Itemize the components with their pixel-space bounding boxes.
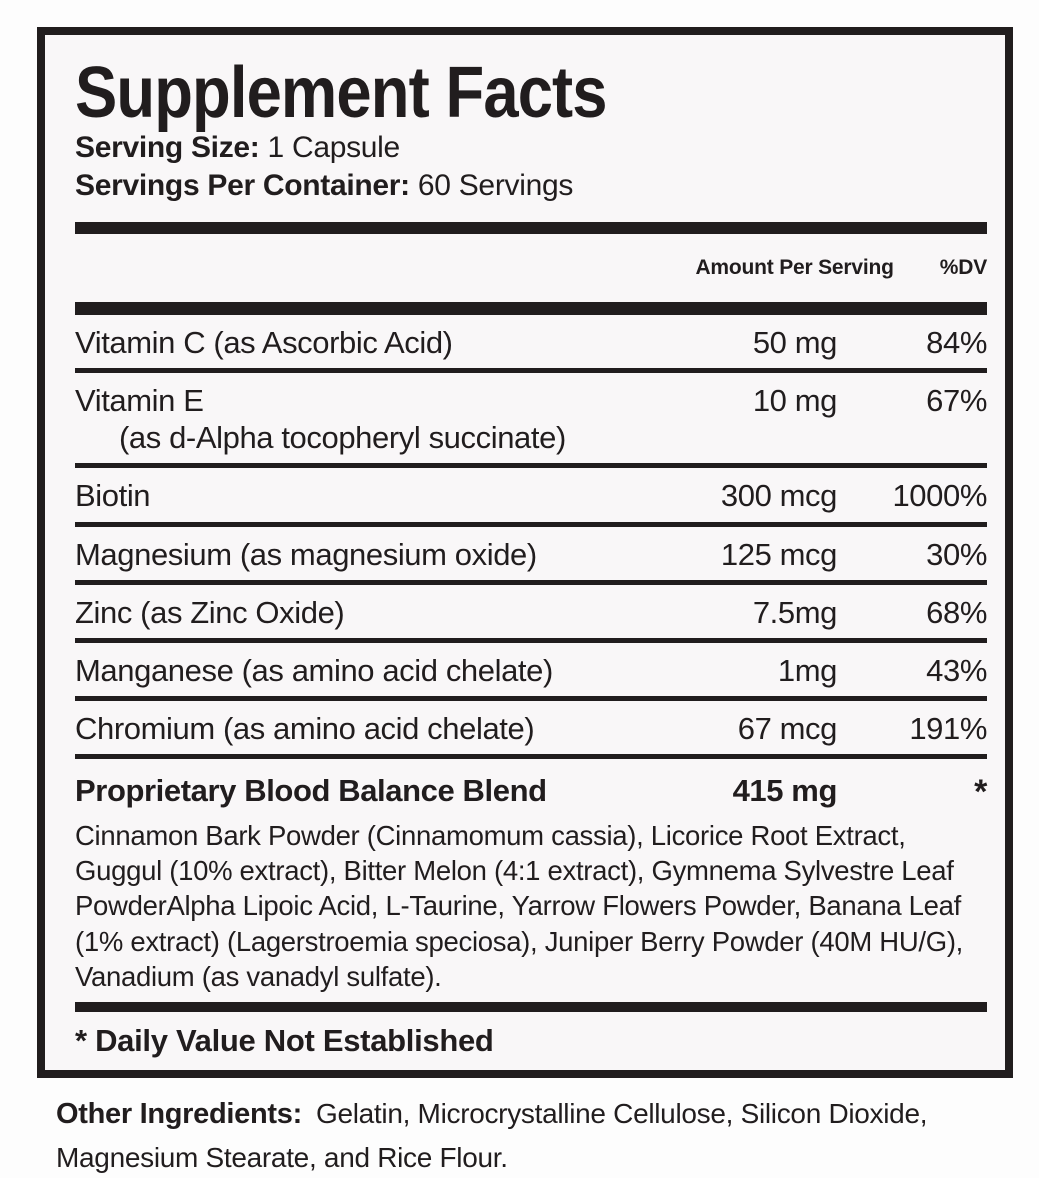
nutrient-amount: 7.5mg [752, 594, 838, 630]
nutrient-row-chromium: Chromium (as amino acid chelate) 67 mcg … [75, 701, 987, 760]
nutrient-row-biotin: Biotin 300 mcg 1000% [75, 468, 987, 527]
nutrient-name: Vitamin E (as d-Alpha tocopheryl succina… [75, 382, 667, 456]
serving-size-label: Serving Size: [75, 131, 260, 164]
nutrient-name: Biotin [75, 478, 151, 514]
nutrient-row-magnesium: Magnesium (as magnesium oxide) 125 mcg 3… [75, 527, 987, 585]
serving-size-value: 1 Capsule [267, 131, 401, 164]
nutrient-dv: 67% [926, 382, 987, 418]
servings-per-container-label: Servings Per Container: [75, 169, 410, 203]
nutrient-dv: 30% [926, 536, 987, 572]
nutrient-row-zinc: Zinc (as Zinc Oxide) 7.5mg 68% [75, 585, 987, 643]
nutrient-amount: 50 mg [752, 324, 838, 360]
nutrient-amount: 1mg [777, 652, 838, 688]
nutrient-dv: 43% [926, 652, 987, 688]
column-header-dv: %DV [939, 255, 987, 279]
blend-ingredients: Cinnamon Bark Powder (Cinnamomum cassia)… [75, 820, 964, 992]
blend-name: Proprietary Blood Balance Blend [75, 773, 547, 809]
nutrient-name-line1: Vitamin E [75, 382, 204, 418]
blend-dv: * [974, 773, 987, 812]
nutrient-dv: 191% [909, 711, 987, 747]
nutrient-amount: 10 mg [752, 382, 838, 418]
blend-row: Proprietary Blood Balance Blend 415 mg * [75, 759, 987, 815]
nutrient-name: Vitamin C (as Ascorbic Acid) [75, 324, 453, 360]
nutrient-amount: 67 mcg [737, 711, 838, 747]
nutrient-name: Zinc (as Zinc Oxide) [75, 594, 345, 630]
daily-value-footnote: * Daily Value Not Established [75, 1023, 494, 1059]
divider-thick-top [75, 221, 987, 234]
other-ingredients: Other Ingredients: Gelatin, Microcrystall… [56, 1093, 994, 1178]
nutrient-name-line2: (as d-Alpha tocopheryl succinate) [119, 420, 566, 456]
blend-amount: 415 mg [732, 773, 838, 809]
nutrient-name: Chromium (as amino acid chelate) [75, 711, 535, 747]
column-header-row: Amount Per Serving %DV [75, 234, 987, 302]
servings-per-container-line: Servings Per Container: 60 Servings [75, 167, 987, 205]
divider-thick-header [75, 301, 987, 315]
nutrient-name: Magnesium (as magnesium oxide) [75, 536, 537, 572]
other-ingredients-label: Other Ingredients: [56, 1098, 302, 1130]
nutrient-dv: 84% [926, 324, 987, 360]
nutrient-amount: 125 mcg [720, 536, 838, 572]
supplement-facts-panel: Supplement Facts Serving Size: 1 Capsule… [37, 27, 1013, 1078]
nutrient-name: Manganese (as amino acid chelate) [75, 652, 553, 688]
nutrient-dv: 1000% [892, 478, 987, 514]
nutrient-amount: 300 mcg [720, 478, 838, 514]
nutrient-row-vitamin-e: Vitamin E (as d-Alpha tocopheryl succina… [75, 373, 987, 469]
nutrient-row-vitamin-c: Vitamin C (as Ascorbic Acid) 50 mg 84% [75, 315, 987, 373]
column-header-amount: Amount Per Serving [695, 255, 894, 279]
other-ingredients-value: Gelatin, Microcrystalline Cellulose, Sil… [56, 1098, 928, 1173]
panel-title: Supplement Facts [75, 53, 608, 133]
servings-per-container-value: 60 Servings [417, 169, 574, 203]
nutrient-dv: 68% [926, 594, 987, 630]
nutrient-row-manganese: Manganese (as amino acid chelate) 1mg 43… [75, 643, 987, 702]
divider-thick-footnote [75, 1002, 987, 1013]
serving-size-line: Serving Size: 1 Capsule [75, 129, 987, 167]
